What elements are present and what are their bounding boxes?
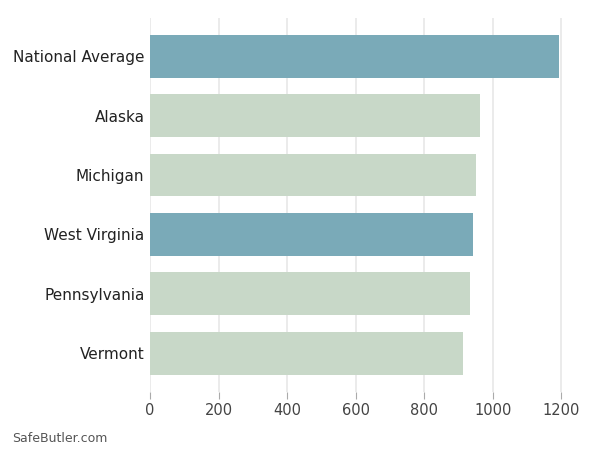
Text: SafeButler.com: SafeButler.com <box>12 432 107 446</box>
Bar <box>150 332 463 374</box>
Bar <box>150 213 473 256</box>
Bar <box>150 272 470 315</box>
Bar <box>150 94 480 137</box>
Bar <box>150 35 559 78</box>
Bar <box>150 154 476 197</box>
